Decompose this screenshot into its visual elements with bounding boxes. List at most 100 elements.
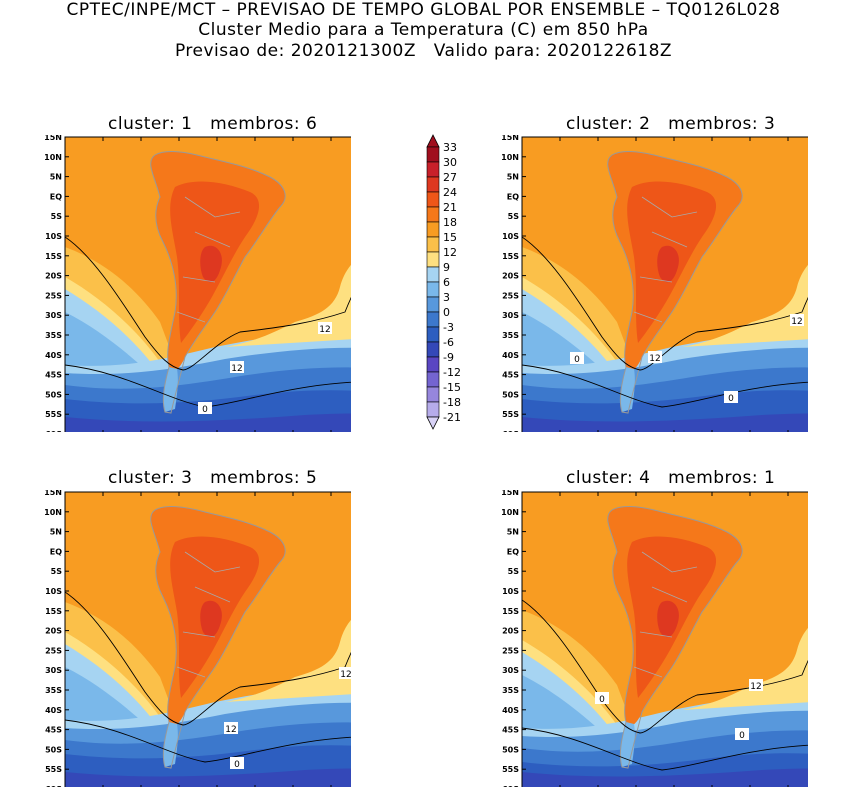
lat-tick-label: 50S (45, 745, 62, 754)
colorbar-label: -6 (443, 336, 454, 349)
map-panel-2: 12 12 0 0 15N 10N 5N EQ 5S 10S 15S 20S 25S 30S 35S 40S 4… (501, 135, 808, 432)
contour-label: 12 (340, 670, 351, 680)
lat-tick-label: EQ (507, 192, 519, 201)
lat-tick-label: 25S (502, 646, 519, 655)
lat-tick-label: 55S (45, 765, 62, 774)
lat-tick-label: 45S (45, 726, 62, 735)
lat-tick-label: 35S (502, 686, 519, 695)
lat-tick-label: EQ (507, 547, 519, 556)
contour-label: 12 (231, 364, 242, 374)
contour-label: 0 (574, 355, 580, 365)
lat-tick-label: 5N (50, 528, 62, 537)
colorbar-label: -3 (443, 321, 454, 334)
colorbar-swatch (426, 206, 440, 223)
colorbar-swatch (426, 326, 440, 343)
contour-label: 12 (791, 317, 802, 327)
lat-tick-label: 45S (502, 726, 519, 735)
colorbar-label: 3 (443, 291, 450, 304)
contour-label: 12 (225, 725, 236, 735)
lat-tick-label: 40S (45, 351, 62, 360)
lat-tick-label: 5S (51, 567, 63, 576)
lat-tick-label: 25S (45, 291, 62, 300)
lat-tick-label: 5N (50, 173, 62, 182)
colorbar-swatch (426, 161, 440, 178)
colorbar-label: 33 (443, 141, 457, 154)
lat-tick-label: 15S (45, 607, 62, 616)
lat-tick-label: 40S (502, 706, 519, 715)
lat-tick-label: 60S (502, 430, 519, 432)
contour-label: 0 (202, 405, 208, 415)
colorbar-label: -9 (443, 351, 454, 364)
lat-tick-label: 25S (45, 646, 62, 655)
lat-tick-label: 55S (502, 765, 519, 774)
colorbar-swatch (426, 236, 440, 253)
lat-tick-label: 5N (507, 173, 519, 182)
lat-tick-label: 15N (44, 135, 62, 142)
lat-tick-label: 60S (502, 785, 519, 787)
colorbar-label: 30 (443, 156, 457, 169)
panel-1-title: cluster: 1 membros: 6 (108, 114, 318, 134)
lat-tick-label: 55S (502, 410, 519, 419)
lat-tick-label: 30S (502, 666, 519, 675)
lat-tick-label: 45S (45, 371, 62, 380)
lat-tick-label: 50S (502, 745, 519, 754)
colorbar-swatch (426, 176, 440, 193)
colorbar-label: 15 (443, 231, 457, 244)
lat-tick-label: 10N (501, 508, 519, 517)
lat-tick-label: 15S (502, 252, 519, 261)
lat-tick-label: 30S (502, 311, 519, 320)
colorbar-swatch (426, 356, 440, 373)
lat-tick-label: 5S (51, 212, 63, 221)
lat-tick-label: 5S (508, 567, 520, 576)
lat-tick-label: 20S (502, 272, 519, 281)
colorbar-label: -21 (443, 411, 461, 424)
colorbar-label: -15 (443, 381, 461, 394)
lat-tick-label: 10S (45, 587, 62, 596)
map-panel-1: 12 12 0 15N 10N 5N EQ 5S 10S 15S 20S 25S 30S 35S 40S 45… (44, 135, 351, 432)
contour-label: 0 (728, 394, 734, 404)
contour-label: 0 (599, 695, 605, 705)
lat-tick-label: 10S (502, 232, 519, 241)
lat-tick-label: 50S (45, 390, 62, 399)
lat-tick-label: 45S (502, 371, 519, 380)
contour-label: 0 (234, 760, 240, 770)
lat-tick-label: 30S (45, 666, 62, 675)
lat-tick-label: 35S (45, 686, 62, 695)
lat-tick-label: 15S (502, 607, 519, 616)
header-title-line1: CPTEC/INPE/MCT – PREVISAO DE TEMPO GLOBA… (66, 0, 781, 20)
map-panel-3: 12 12 0 15N 10N 5N EQ 5S 10S 15S 20S 25S 30S 35S 40S 45… (44, 490, 351, 787)
lat-tick-label: 15N (44, 490, 62, 497)
colorbar-label: 18 (443, 216, 457, 229)
lat-tick-label: 55S (45, 410, 62, 419)
colorbar-swatch (426, 266, 440, 283)
map-panel-4: 12 0 0 15N 10N 5N EQ 5S 10S 15S 20S 25S 30S 35S 40S 45S… (501, 490, 808, 787)
lat-tick-label: 15N (501, 490, 519, 497)
lat-tick-label: 60S (45, 430, 62, 432)
colorbar-label: 9 (443, 261, 450, 274)
colorbar-label: -18 (443, 396, 461, 409)
panel-3-title: cluster: 3 membros: 5 (108, 468, 318, 488)
header-title-line2: Cluster Medio para a Temperatura (C) em … (198, 20, 649, 40)
lat-tick-label: 60S (45, 785, 62, 787)
lat-tick-label: 20S (45, 272, 62, 281)
lat-tick-label: 10N (44, 153, 62, 162)
lat-tick-label: 5N (507, 528, 519, 537)
colorbar-label: 0 (443, 306, 450, 319)
colorbar-label: -12 (443, 366, 461, 379)
colorbar-swatch (426, 311, 440, 328)
lat-tick-label: 10S (502, 587, 519, 596)
lat-tick-label: 25S (502, 291, 519, 300)
lat-tick-label: 10N (501, 153, 519, 162)
colorbar-swatch (426, 386, 440, 403)
lat-tick-label: 10N (44, 508, 62, 517)
colorbar-swatch (426, 281, 440, 298)
lat-tick-label: 15N (501, 135, 519, 142)
lat-tick-label: EQ (50, 547, 62, 556)
lat-tick-label: 20S (502, 627, 519, 636)
lat-tick-label: 30S (45, 311, 62, 320)
colorbar-label: 21 (443, 201, 457, 214)
colorbar-swatch (426, 251, 440, 268)
lat-tick-label: EQ (50, 192, 62, 201)
colorbar-label: 6 (443, 276, 450, 289)
